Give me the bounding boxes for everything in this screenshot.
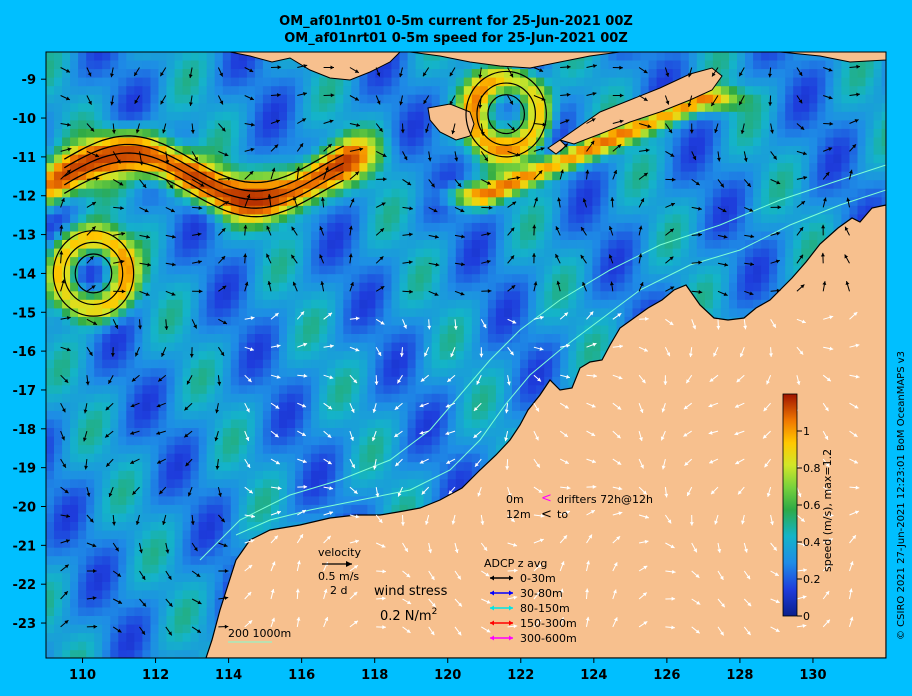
y-tick-label: -11 xyxy=(13,151,37,166)
y-tick-label: -15 xyxy=(13,306,37,321)
colorbar-label: speed (m/s), max=1.2 xyxy=(821,449,834,572)
colorbar-tick: 0.2 xyxy=(803,573,821,586)
plot-area xyxy=(46,52,886,658)
x-tick-label: 126 xyxy=(653,668,680,683)
current-vectors xyxy=(59,64,861,636)
adcp-item-label: 0-30m xyxy=(520,572,556,585)
y-tick-label: -16 xyxy=(13,345,37,360)
x-tick-label: 116 xyxy=(288,668,315,683)
x-tick-label: 124 xyxy=(580,668,607,683)
drifter-text: drifters 72h@12h xyxy=(557,493,653,506)
colorbar-tick: 0 xyxy=(803,610,810,623)
x-tick-label: 120 xyxy=(434,668,461,683)
colorbar-tick: 0.6 xyxy=(803,499,821,512)
y-tick-label: -19 xyxy=(13,462,37,477)
y-tick-label: -22 xyxy=(13,578,37,593)
chart-title: OM_af01nrt01 0-5m current for 25-Jun-202… xyxy=(279,14,633,29)
australia-land xyxy=(205,204,886,658)
island-timor xyxy=(558,67,723,145)
velocity-label: velocity xyxy=(318,546,361,559)
x-tick-label: 114 xyxy=(215,668,242,683)
wind-stress-legend: wind stress 0.2 N/m2 xyxy=(374,584,448,624)
credit-text: © CSIRO 2021 27-Jun-2021 12:23:01 BoM Oc… xyxy=(896,350,907,640)
y-tick-label: -17 xyxy=(13,384,37,399)
velocity-legend: velocity 0.5 m/s 2 d xyxy=(318,546,361,597)
drifters-legend: 0m < drifters 72h@12h 12m < to xyxy=(506,491,653,522)
adcp-item-label: 80-150m xyxy=(520,602,570,615)
wind-scale: 0.2 N/m xyxy=(380,609,432,624)
colorbar-tick: 0.4 xyxy=(803,536,821,549)
colorbar-tick: 0.8 xyxy=(803,462,821,475)
wind-label: wind stress xyxy=(374,584,448,599)
y-axis: -9 -10 -11 -12 -13 -14 -15 -16 -17 -18 -19 -20 -21 -2… xyxy=(13,73,46,632)
adcp-item-label: 300-600m xyxy=(520,632,577,645)
isobath-label: 200 1000m xyxy=(228,627,291,640)
streamlines xyxy=(52,70,547,317)
x-tick-label: 118 xyxy=(361,668,388,683)
x-tick-label: 110 xyxy=(69,668,96,683)
x-tick-label: 112 xyxy=(142,668,169,683)
adcp-item-label: 150-300m xyxy=(520,617,577,630)
x-tick-label: 130 xyxy=(799,668,826,683)
chart-subtitle: OM_af01nrt01 0-5m speed for 25-Jun-2021 … xyxy=(284,31,628,46)
drifter-symbol-black: < xyxy=(541,507,552,522)
colorbar-tick: 1 xyxy=(803,425,810,438)
island-sumbawa xyxy=(229,52,401,81)
adcp-item-label: 30-80m xyxy=(520,587,563,600)
x-axis: 110 112 114 116 118 120 122 124 126 128 130 xyxy=(69,658,827,683)
island-flores xyxy=(409,52,621,69)
adcp-legend: ADCP z avg 0-30m 30-80m 80-150m 150-300m 300… xyxy=(484,557,577,645)
velocity-scale: 0.5 m/s xyxy=(318,570,359,583)
x-tick-label: 128 xyxy=(726,668,753,683)
drifter-depth-12m: 12m xyxy=(506,508,531,521)
y-tick-label: -14 xyxy=(13,267,37,282)
drifter-depth-0m: 0m xyxy=(506,493,524,506)
isobath-200m xyxy=(235,189,886,536)
y-tick-label: -21 xyxy=(13,539,37,554)
drifter-symbol-magenta: < xyxy=(541,491,552,506)
y-tick-label: -20 xyxy=(13,501,37,516)
drifter-to: to xyxy=(557,508,568,521)
velocity-time: 2 d xyxy=(330,584,347,597)
y-tick-label: -12 xyxy=(13,190,37,205)
y-tick-label: -18 xyxy=(13,423,37,438)
y-tick-label: -10 xyxy=(13,112,37,127)
island-sumba xyxy=(427,103,475,141)
adcp-title: ADCP z avg xyxy=(484,557,547,570)
y-tick-label: -13 xyxy=(13,229,37,244)
island-east xyxy=(779,52,886,63)
isobath-legend: 200 1000m xyxy=(228,627,291,643)
x-tick-label: 122 xyxy=(507,668,534,683)
y-tick-label: -23 xyxy=(13,617,37,632)
colorbar: 0 0.2 0.4 0.6 0.8 1 speed (m/s), max=1.2 xyxy=(782,393,834,623)
isobath-1000m xyxy=(199,164,886,561)
wind-sup: 2 xyxy=(432,607,438,617)
y-tick-label: -9 xyxy=(22,73,36,88)
